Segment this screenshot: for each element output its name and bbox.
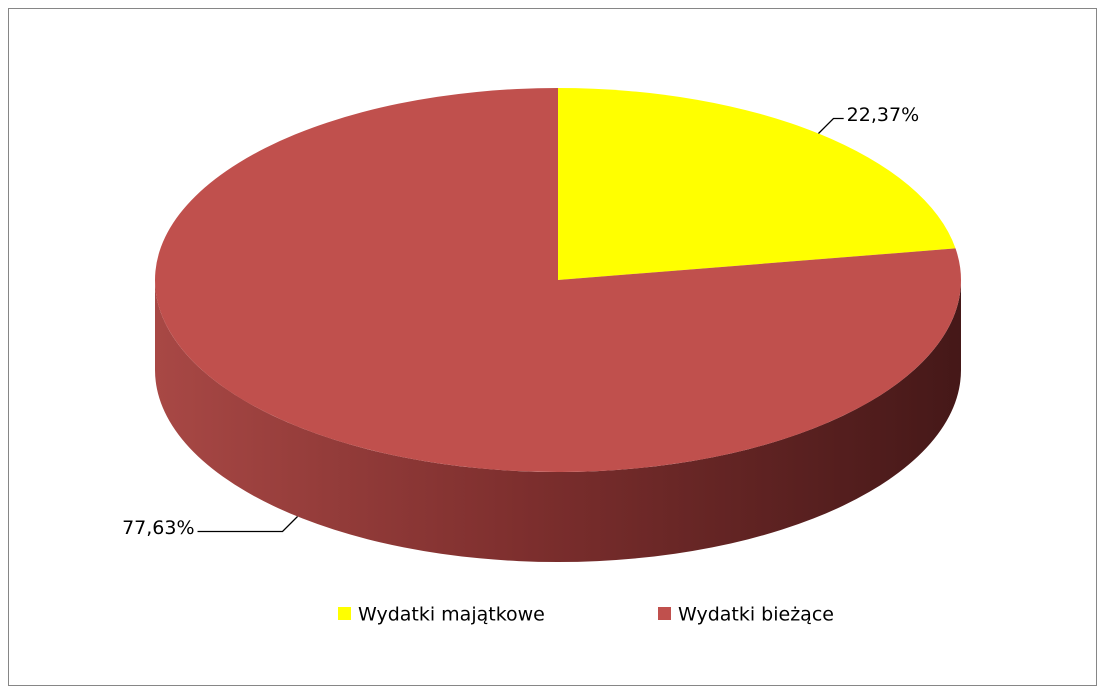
legend-label: Wydatki majątkowe <box>358 604 545 626</box>
pie-side <box>155 280 961 562</box>
legend: Wydatki majątkowe Wydatki bieżące <box>338 604 834 626</box>
pie: 22,37% 77,63% <box>122 88 961 562</box>
leader-line <box>818 117 844 134</box>
legend-swatch <box>338 607 351 620</box>
pie-slice <box>558 88 956 280</box>
legend-label: Wydatki bieżące <box>678 604 834 626</box>
pie-slice <box>154 88 961 473</box>
data-label: 77,63% <box>122 517 194 539</box>
data-label: 22,37% <box>847 104 919 126</box>
legend-swatch <box>658 607 671 620</box>
leader-line <box>197 516 298 533</box>
